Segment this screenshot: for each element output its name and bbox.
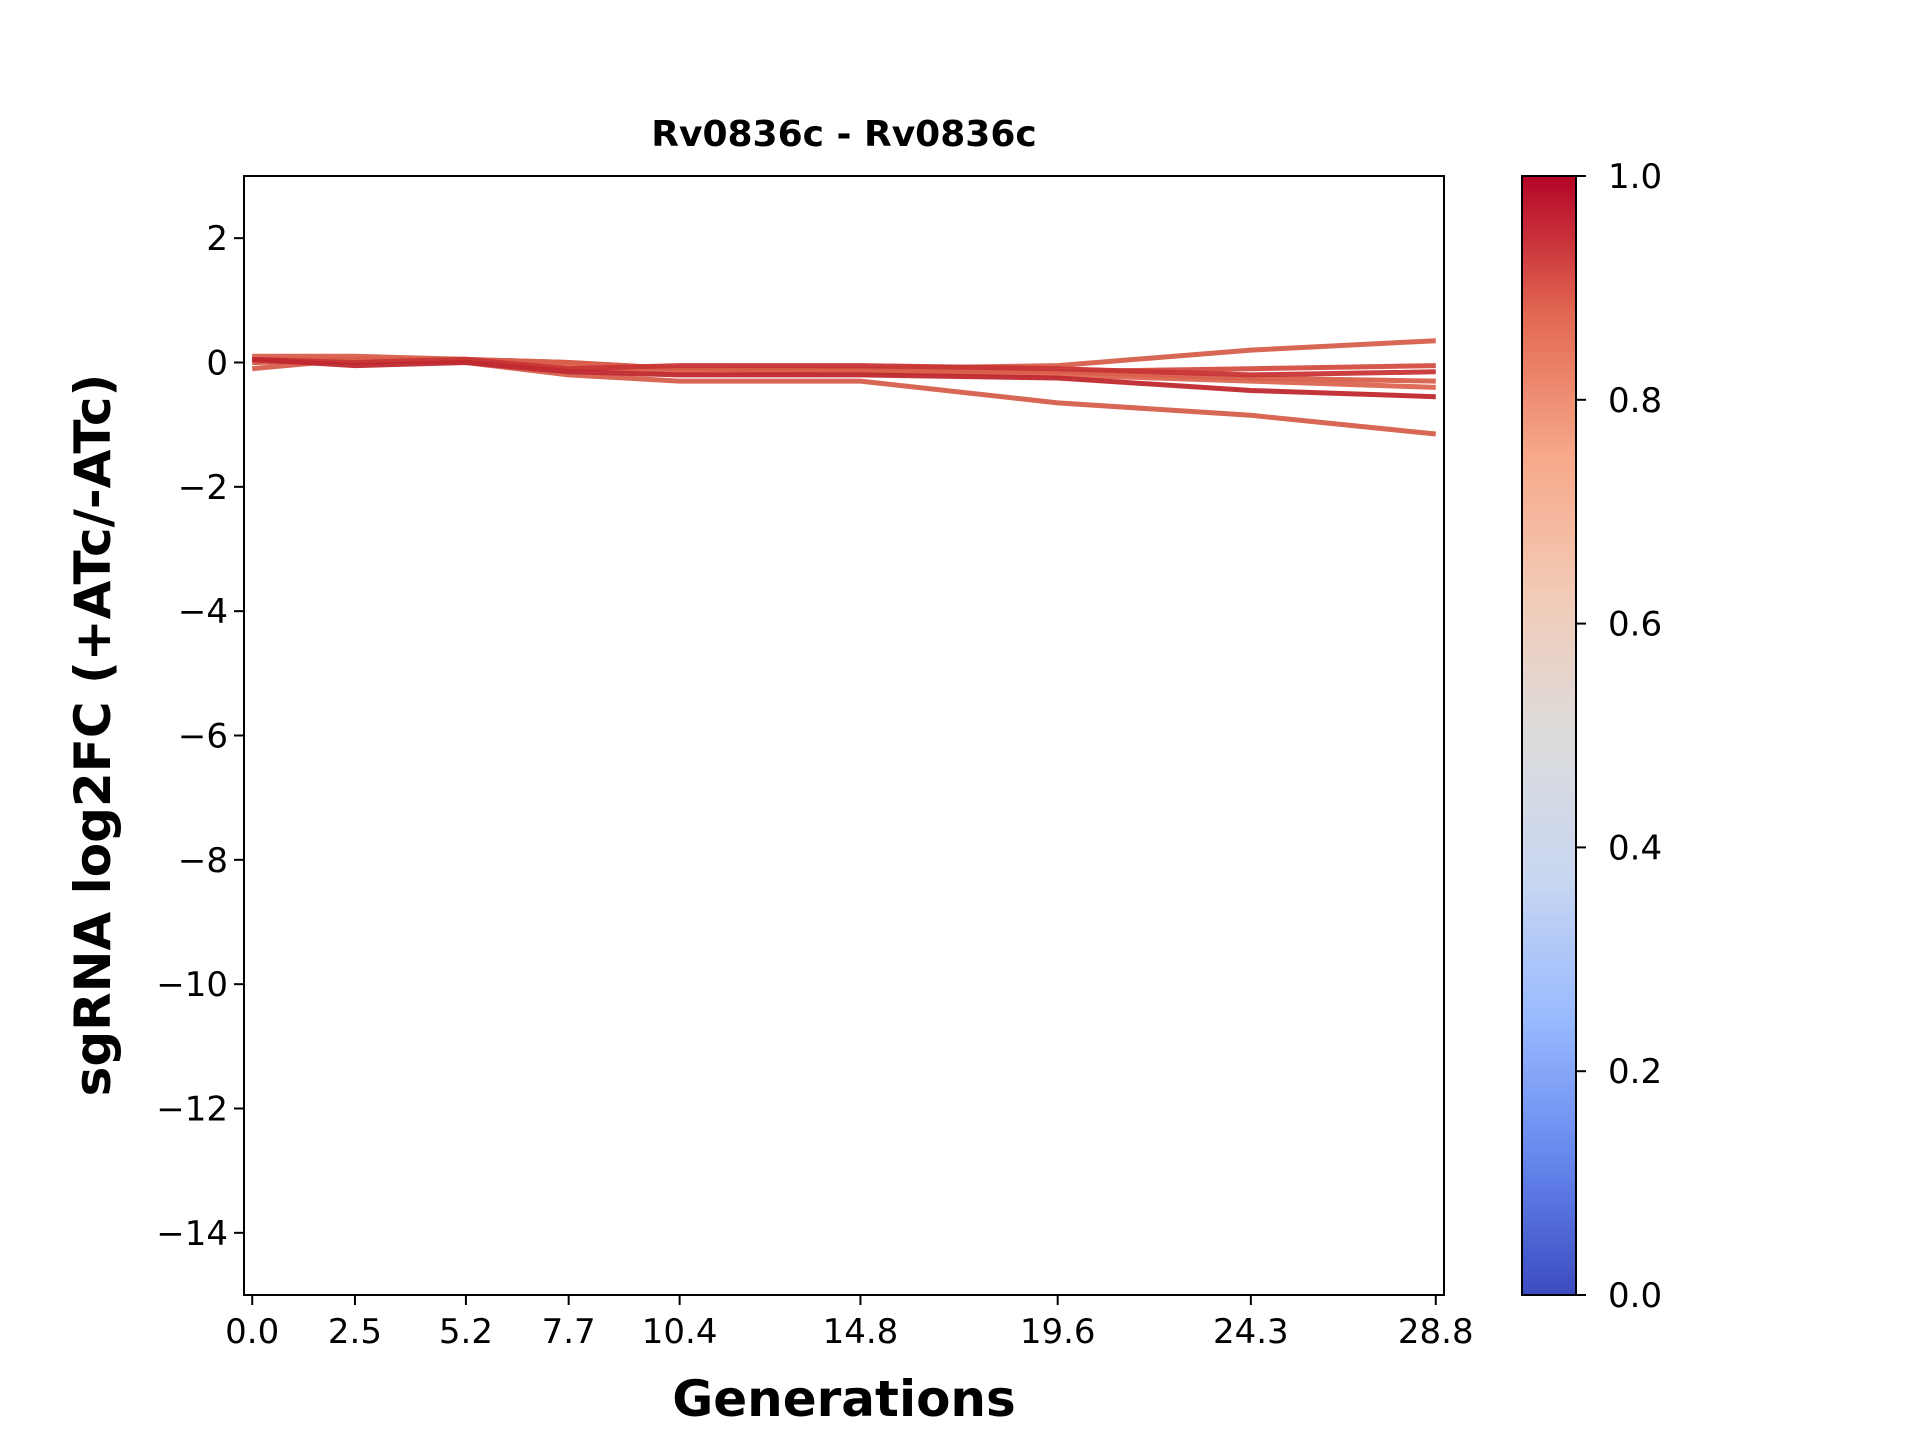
x-tick-label: 28.8 [1398, 1312, 1474, 1352]
x-tick-label: 7.7 [542, 1312, 596, 1352]
colorbar-axis: 0.0 0.2 0.4 0.6 0.8 1.0 [1576, 157, 1662, 1316]
x-tick-label: 10.4 [642, 1312, 718, 1352]
chart-title: Rv0836c - Rv0836c [651, 114, 1036, 155]
colorbar-tick-label: 0.2 [1608, 1052, 1662, 1092]
y-tick-label: 0 [206, 344, 228, 384]
y-tick-label: −8 [178, 841, 228, 881]
x-tick-label: 14.8 [823, 1312, 899, 1352]
series-line-6 [252, 356, 1436, 378]
colorbar-tick-label: 1.0 [1608, 157, 1662, 197]
y-tick-label: −14 [156, 1214, 228, 1254]
y-tick-label: −4 [178, 592, 228, 632]
x-tick-label: 0.0 [225, 1312, 279, 1352]
y-tick-label: −2 [178, 468, 228, 508]
x-tick-label: 2.5 [328, 1312, 382, 1352]
colorbar [1521, 175, 1577, 1296]
y-tick-label: −12 [156, 1090, 228, 1130]
x-tick-label: 24.3 [1213, 1312, 1289, 1352]
colorbar-tick-label: 0.6 [1608, 605, 1662, 645]
series-lines [251, 338, 1437, 437]
y-tick-label: 2 [206, 219, 228, 259]
x-tick-label: 5.2 [439, 1312, 493, 1352]
colorbar-tick-label: 0.0 [1608, 1276, 1662, 1316]
x-tick-label: 19.6 [1020, 1312, 1096, 1352]
series-line-7 [252, 356, 1436, 400]
x-axis-label: Generations [672, 1370, 1016, 1428]
y-tick-label: −6 [178, 717, 228, 757]
colorbar-tick-label: 0.8 [1608, 381, 1662, 421]
colorbar-tick-label: 0.4 [1608, 828, 1662, 868]
y-axis: 2 0 −2 −4 −6 −8 −10 −12 −14 [156, 219, 244, 1254]
plot-frame [243, 175, 1445, 1296]
x-axis: 0.0 2.5 5.2 7.7 10.4 14.8 19.6 24.3 28.8 [225, 1295, 1474, 1352]
y-axis-label: sgRNA log2FC (+ATc/-ATc) [64, 374, 122, 1097]
series-line-5 [252, 353, 1436, 384]
y-tick-label: −10 [156, 965, 228, 1005]
